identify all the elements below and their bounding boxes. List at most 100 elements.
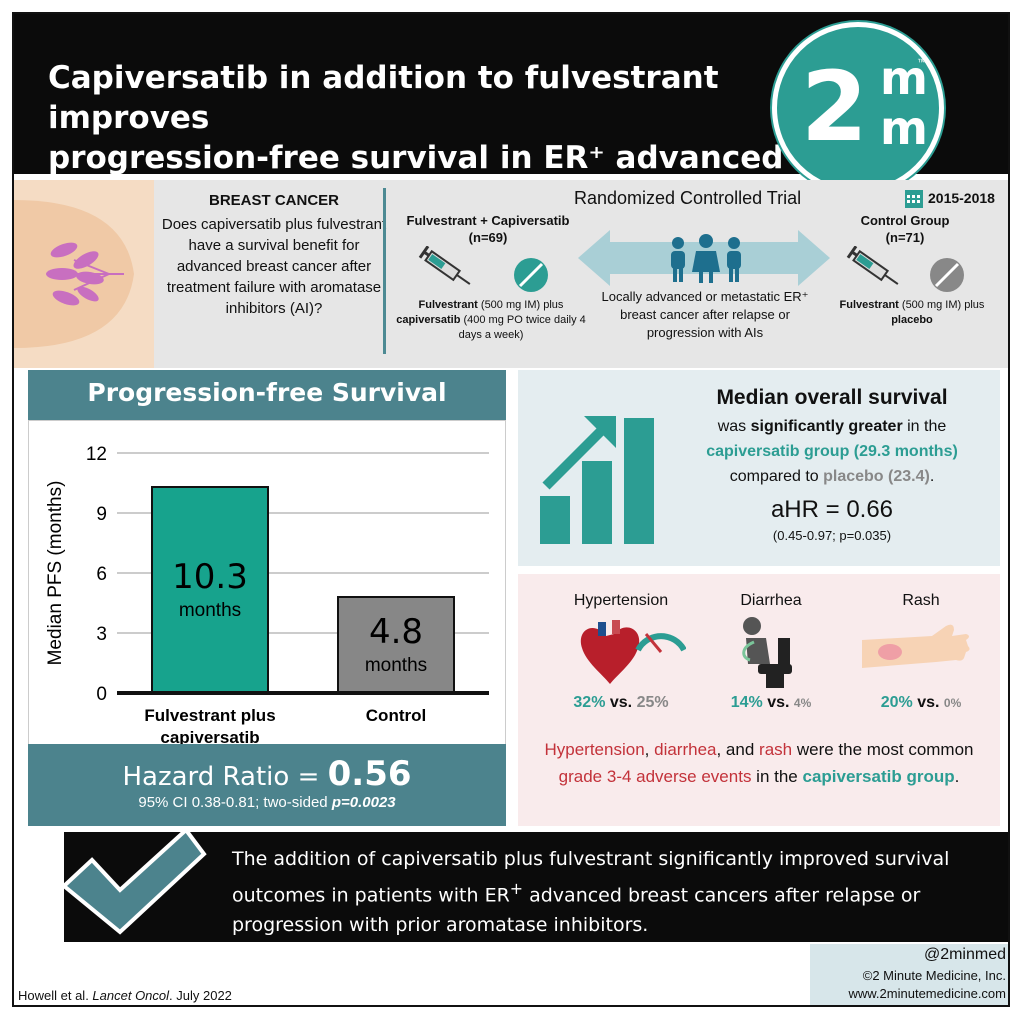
title-line-1: Capiversatib in addition to fulvestrant …: [48, 60, 719, 136]
hazard-ratio: Hazard Ratio = 0.56: [28, 754, 506, 794]
x-tick-label: Control: [366, 706, 426, 725]
hazard-ratio-value: 0.56: [327, 754, 412, 794]
citation: Howell et al. Lancet Oncol. July 2022: [18, 988, 232, 1003]
website-url: www.2minutemedicine.com: [848, 986, 1006, 1001]
calendar-icon: [905, 190, 923, 208]
ae-treatment-rate: 20%: [880, 694, 913, 711]
ae-control-rate: 0%: [943, 696, 962, 710]
pfs-chart-panel: 0 3 6 9 12 Median PFS (months) 10.3 months Fulve…: [28, 420, 506, 750]
ae-vs: vs.: [762, 694, 794, 711]
logo-number: 2: [801, 51, 868, 163]
ae-grade: grade 3-4 adverse events: [558, 767, 752, 786]
ci-text: 95% CI 0.38-0.81; two-sided: [138, 794, 332, 811]
pfs-title-bar: [28, 370, 506, 420]
bar-unit-label: months: [365, 655, 427, 676]
ae-rate-hypertension: 32% vs. 25%: [546, 694, 696, 712]
bar-value-label: 10.3: [172, 557, 248, 597]
control-arm-title: Control Group (n=71): [850, 212, 960, 246]
ae-label-rash: Rash: [902, 592, 940, 609]
heart-gauge-icon: [580, 620, 686, 684]
ae-rate-rash: 20% vs. 0%: [846, 694, 996, 712]
arm-rash-icon: [862, 624, 970, 668]
growth-chart-icon: [540, 416, 654, 544]
os-text-2: in the: [902, 418, 947, 435]
adverse-events-panel: [518, 574, 1000, 826]
ae-vs: vs.: [912, 694, 944, 711]
arm1-name: Fulvestrant + Capiversatib: [406, 213, 570, 228]
brand-logo: 2 m m ™: [772, 22, 944, 194]
citation-authors: Howell et al.: [18, 988, 93, 1003]
os-treatment-result: capiversatib group (29.3 months): [706, 443, 958, 460]
study-years: 2015-2018: [928, 190, 995, 206]
breast-tissue-icon: [14, 200, 134, 348]
os-title: Median overall survival: [716, 386, 948, 409]
checkmark-icon: [60, 827, 207, 935]
conclusion-superscript: +: [509, 879, 524, 898]
treatment-arm-title: Fulvestrant + Capiversatib (n=69): [398, 212, 578, 246]
ae-treatment-rate: 14%: [730, 694, 763, 711]
pfs-title: Progression-free Survival: [87, 378, 447, 407]
ae-term-rash: rash: [759, 740, 793, 759]
ae-text-in: in the: [751, 767, 803, 786]
arm1-dose2: (400 mg PO twice daily 4 days a week): [458, 314, 586, 341]
arm2-name: Control Group: [860, 213, 950, 228]
conclusion-text: The addition of capiversatib plus fulves…: [232, 844, 972, 940]
study-population: Locally advanced or metastatic ER⁺ breas…: [601, 289, 809, 340]
section-divider: [383, 188, 386, 354]
logo-letter-top: m: [880, 51, 928, 105]
ae-group: capiversatib group: [802, 767, 955, 786]
os-text-bold: significantly greater: [750, 418, 903, 435]
treatment-arm-description: Fulvestrant (500 mg IM) plus capiversati…: [396, 298, 586, 343]
arm2-drug2: placebo: [891, 314, 933, 326]
y-axis-label: Median PFS (months): [45, 481, 66, 666]
conclusion-bar: [64, 832, 1008, 942]
control-arm-description: Fulvestrant (500 mg IM) plus placebo: [822, 298, 1002, 328]
ae-treatment-rate: 32%: [573, 694, 606, 711]
breast-illustration: [14, 180, 154, 368]
company-name: ©2 Minute Medicine, Inc.: [862, 968, 1006, 983]
syringe-icon: [846, 246, 899, 285]
conclusion-part-1: The addition of capiversatib plus fulves…: [232, 848, 950, 907]
pill-icon: [514, 258, 548, 292]
p-value: p=0.0023: [331, 794, 396, 811]
ae-sep-2: , and: [716, 740, 760, 759]
arm1-drug1: Fulvestrant: [418, 299, 478, 311]
y-tick-label: 12: [86, 444, 107, 465]
ae-summary: Hypertension, diarrhea, and rash were th…: [534, 736, 984, 790]
ae-sep-1: ,: [644, 740, 655, 759]
background-heading: BREAST CANCER: [208, 192, 339, 209]
bar: [151, 486, 269, 694]
y-tick-label: 9: [96, 504, 107, 525]
ae-control-rate: 4%: [793, 696, 812, 710]
hazard-ratio-label: Hazard Ratio =: [122, 762, 328, 792]
trial-design-band: [14, 180, 1008, 368]
os-placebo-result: placebo (23.4): [823, 468, 930, 485]
citation-date: . July 2022: [169, 988, 232, 1003]
social-handle: @2minmed: [923, 946, 1006, 963]
ae-text-mid: were the most common: [792, 740, 974, 759]
conclusion-part-2: advanced breast cancers after relapse or…: [232, 884, 921, 937]
ae-rate-diarrhea: 14% vs. 4%: [696, 694, 846, 712]
citation-journal: Lancet Oncol: [92, 988, 170, 1003]
ae-text-end: .: [954, 767, 960, 786]
ahr-confidence-interval: (0.45-0.97; p=0.035): [772, 528, 892, 543]
ae-control-rate: 25%: [636, 694, 669, 711]
arm1-dose1: (500 mg IM) plus: [477, 299, 564, 311]
y-tick-label: 3: [96, 624, 107, 645]
arm2-n: (n=71): [885, 230, 925, 245]
ae-label-diarrhea: Diarrhea: [740, 592, 802, 609]
hazard-ratio-bar: [28, 744, 506, 826]
bar-value-label: 4.8: [369, 612, 423, 652]
syringe-icon: [418, 246, 471, 285]
patients-group-icon: [671, 234, 741, 283]
ae-term-hypertension: Hypertension: [544, 740, 645, 759]
os-description: was significantly greater in the capiver…: [664, 414, 1000, 489]
os-text-1: was: [717, 418, 751, 435]
ae-vs: vs.: [605, 694, 637, 711]
adjusted-hazard-ratio: aHR = 0.66: [770, 496, 894, 523]
bar: [337, 596, 455, 694]
research-question: Does capiversatib plus fulvestrant have …: [161, 216, 387, 317]
arm1-n: (n=69): [468, 230, 508, 245]
bar-unit-label: months: [179, 600, 241, 621]
y-tick-label: 0: [96, 684, 107, 705]
